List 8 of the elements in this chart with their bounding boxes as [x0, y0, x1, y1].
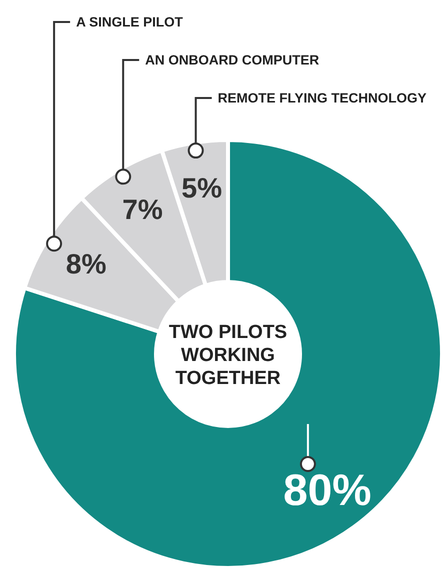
slice-label: AN ONBOARD COMPUTER	[145, 52, 320, 68]
data-label: 7%	[122, 194, 163, 225]
data-label: 8%	[66, 248, 106, 280]
data-label: 5%	[181, 172, 222, 204]
slice-label: TWO PILOTS WORKING TOGETHER	[168, 322, 288, 389]
data-label: 80%	[283, 466, 372, 516]
slice-label: REMOTE FLYING TECHNOLOGY	[218, 90, 427, 106]
slice-label: A SINGLE PILOT	[76, 14, 184, 30]
